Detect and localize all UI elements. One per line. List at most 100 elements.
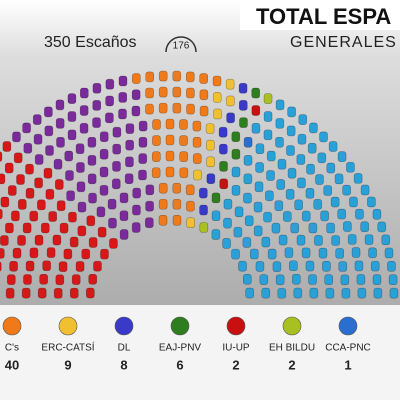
seat	[131, 222, 141, 233]
seat	[172, 182, 182, 194]
seat	[71, 274, 81, 285]
seat	[145, 87, 154, 99]
seat	[99, 131, 109, 143]
seat	[211, 229, 221, 240]
seat	[294, 199, 303, 211]
seat	[118, 108, 127, 120]
seat	[111, 178, 121, 190]
seat	[293, 287, 303, 299]
seat	[192, 137, 202, 148]
seat	[245, 287, 254, 299]
seat	[255, 261, 265, 272]
seat	[165, 118, 175, 130]
seat	[309, 287, 319, 299]
party-seats	[243, 136, 253, 148]
seat	[34, 177, 43, 189]
other-seats	[0, 141, 118, 299]
seat	[351, 247, 361, 258]
seat	[242, 237, 252, 248]
seat	[244, 215, 254, 227]
seat	[367, 196, 376, 208]
seat	[284, 247, 294, 258]
seat	[287, 106, 296, 118]
seat	[92, 100, 102, 111]
seat	[275, 99, 285, 111]
seat	[16, 174, 25, 185]
seat	[32, 114, 42, 125]
seat	[290, 222, 300, 234]
seat	[48, 211, 58, 222]
seat	[56, 136, 65, 148]
seat	[119, 229, 129, 240]
seat	[314, 235, 323, 246]
seat	[266, 170, 275, 181]
seat	[231, 248, 240, 260]
seat	[33, 133, 43, 145]
party-seats	[211, 87, 261, 204]
seat	[107, 198, 117, 210]
legend-value: 6	[176, 357, 183, 372]
seat	[353, 173, 363, 184]
seat	[341, 287, 351, 299]
seat	[308, 274, 317, 285]
party-seats	[199, 82, 248, 216]
seat	[45, 188, 55, 200]
seat	[158, 86, 168, 98]
seat	[343, 221, 352, 232]
seat	[275, 118, 285, 129]
seat	[193, 169, 202, 181]
seat	[172, 198, 182, 210]
seat	[377, 221, 387, 233]
legend-label: ERC-CATSÍ	[41, 341, 94, 354]
seat	[54, 179, 64, 190]
seat	[233, 226, 243, 238]
seat	[125, 123, 135, 134]
seat	[69, 287, 79, 299]
seat	[360, 221, 369, 233]
seat	[118, 92, 128, 103]
seat	[87, 173, 97, 185]
seat	[0, 261, 2, 272]
seat	[138, 137, 148, 148]
legend-value: 8	[120, 357, 127, 372]
seat	[384, 247, 394, 259]
legend-value: 2	[288, 357, 295, 372]
seat	[192, 153, 202, 164]
seat	[179, 151, 188, 162]
seat	[172, 102, 182, 114]
seat	[337, 208, 346, 220]
seat	[372, 208, 382, 220]
seat	[282, 211, 292, 222]
seat	[225, 78, 235, 90]
seat	[274, 200, 284, 212]
seat	[88, 237, 98, 248]
seat	[34, 154, 44, 165]
party-seats	[186, 78, 235, 229]
seat	[346, 161, 355, 173]
seat	[199, 73, 209, 84]
party-seats	[219, 105, 261, 190]
seat	[22, 222, 32, 234]
seat	[372, 274, 382, 285]
seat	[271, 222, 281, 234]
seat	[223, 198, 233, 210]
seat	[145, 71, 155, 83]
seat	[76, 181, 86, 193]
seat	[12, 131, 21, 143]
seat	[349, 196, 358, 208]
seat	[158, 70, 168, 82]
seat	[92, 117, 101, 128]
seat	[172, 86, 182, 98]
seat	[109, 238, 118, 249]
seat	[11, 210, 20, 222]
legend-label: EAJ-PNV	[159, 343, 202, 354]
seat	[331, 235, 340, 246]
seat	[219, 161, 228, 172]
seat	[272, 261, 282, 272]
seat	[326, 222, 335, 234]
seat	[92, 82, 102, 94]
seat	[131, 89, 141, 101]
seat	[13, 152, 23, 164]
seat	[387, 260, 396, 272]
seat	[325, 287, 335, 299]
